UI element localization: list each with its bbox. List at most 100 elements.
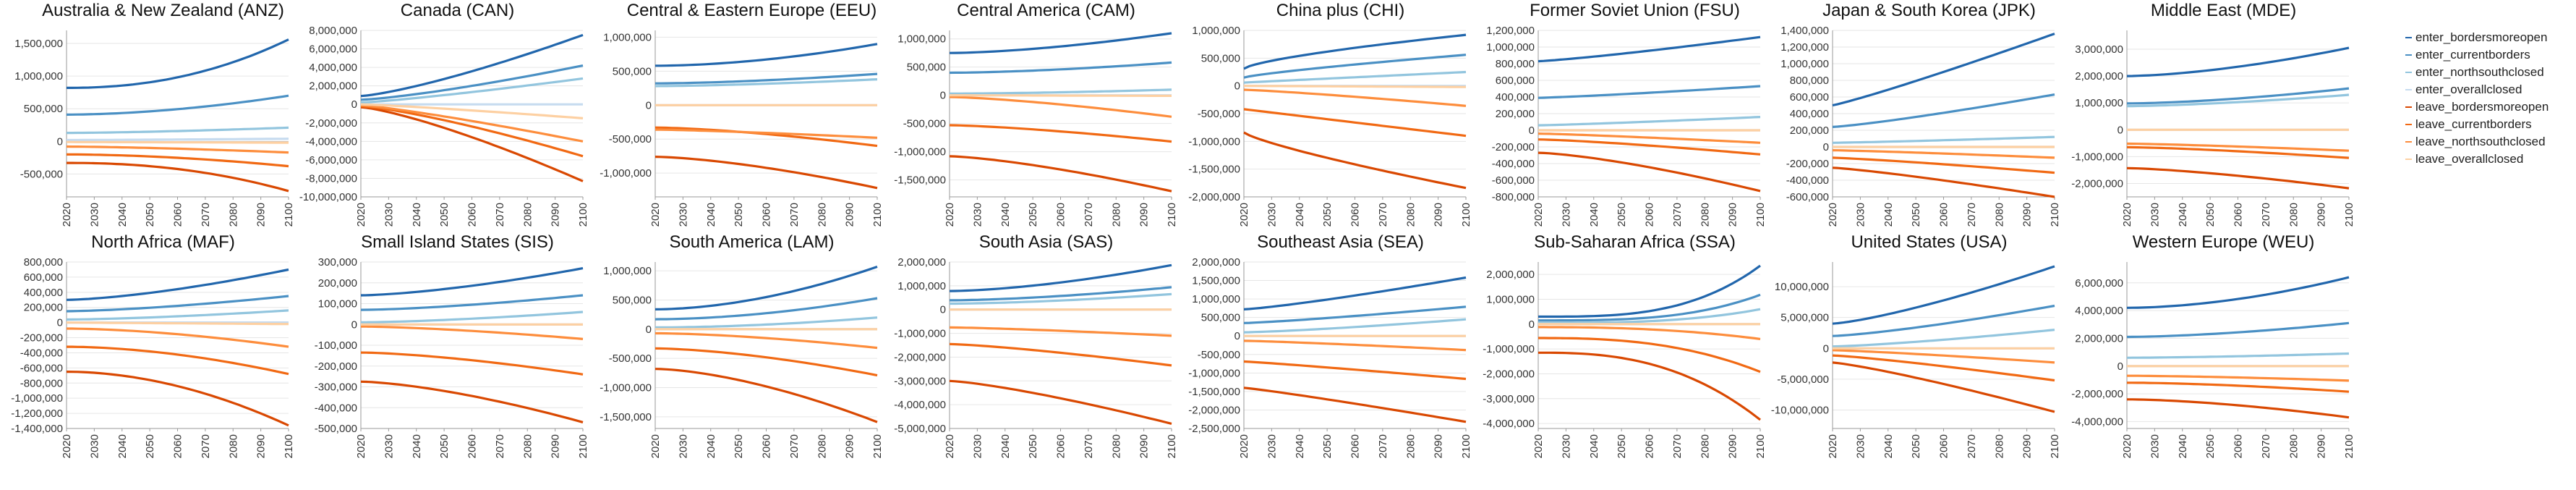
panel-title: Former Soviet Union (FSU) [1530,1,1740,20]
y-tick-label: 0 [1529,124,1535,137]
x-tick-label: 2040 [999,203,1012,227]
y-tick-label: 6,000,000 [2075,277,2123,290]
x-tick-label: 2080 [1993,203,2005,227]
y-tick-label: 4,000,000 [2075,305,2123,317]
y-tick-label: -6,000,000 [305,154,357,166]
x-tick-label: 2040 [705,434,717,458]
y-tick-label: 2,000,000 [1192,256,1240,269]
x-tick-label: 2050 [1027,203,1039,227]
series-leave_currentborders [1243,360,1467,381]
x-tick-label: 2050 [438,434,451,458]
series-enter_northsouthclosed [654,78,878,88]
y-tick-label: -2,000,000 [2071,177,2123,190]
y-tick-label: -1,500,000 [894,174,946,187]
x-tick-label: 2070 [1083,434,1095,458]
series-leave_northsouthclosed [360,104,584,143]
series-enter_currentborders [2126,87,2350,105]
legend-label: enter_overallclosed [2415,83,2522,96]
x-tick-label: 2030 [971,203,984,227]
series-enter_currentborders [66,94,289,116]
y-tick-label: -2,000,000 [894,351,946,363]
y-tick-label: -500,000 [315,423,357,435]
series-enter_northsouthclosed [950,88,1172,95]
y-tick-label: -200,000 [1786,158,1829,170]
series-enter_bordersmoreopen [67,38,289,90]
series-enter_northsouthclosed [360,311,584,324]
x-tick-label: 2080 [816,203,828,227]
y-tick-label: 100,000 [318,298,357,311]
x-tick-label: 2100 [1754,434,1767,458]
x-tick-label: 2080 [2287,203,2300,227]
panel-title: Central & Eastern Europe (EEU) [627,1,877,20]
x-tick-label: 2020 [1827,203,1839,227]
y-tick-label: 0 [1529,318,1535,331]
series-leave_northsouthclosed [949,96,1172,118]
y-tick-label: 1,000,000 [14,70,63,83]
x-tick-label: 2040 [705,203,717,227]
x-tick-label: 2060 [1938,434,1950,458]
x-tick-label: 2080 [227,434,239,458]
x-tick-label: 2030 [1854,434,1867,458]
y-tick-label: 1,000,000 [1192,25,1240,37]
y-tick-label: 600,000 [1496,75,1535,87]
y-tick-label: -400,000 [20,347,63,359]
y-tick-label: -300,000 [315,381,357,394]
x-tick-label: 2080 [1699,434,1711,458]
x-tick-label: 2100 [871,203,884,227]
y-tick-label: -200,000 [1492,141,1535,153]
x-tick-label: 2070 [1083,203,1095,227]
y-tick-label: -200,000 [20,332,63,345]
series-enter_northsouthclosed [2126,352,2350,359]
y-tick-label: 0 [2117,124,2123,136]
series-leave_bordersmoreopen [1832,166,2055,198]
panel-title: Southeast Asia (SEA) [1257,232,1424,252]
series-enter_currentborders [1538,85,1761,99]
y-tick-label: -3,000,000 [1483,393,1535,405]
series-enter_northsouthclosed [360,77,584,104]
x-tick-label: 2020 [355,434,367,458]
y-tick-label: -4,000,000 [2071,415,2123,428]
x-tick-label: 2050 [1616,203,1628,227]
y-tick-label: -1,400,000 [11,423,63,435]
series-leave_bordersmoreopen [654,156,878,190]
panel-title: North Africa (MAF) [91,232,235,252]
series-leave_northsouthclosed [655,331,878,350]
y-tick-label: 1,400,000 [1780,25,1829,37]
panel-title: Japan & South Korea (JPK) [1822,1,2036,20]
series-leave_currentborders [2126,145,2350,159]
series-enter_bordersmoreopen [1832,33,2055,107]
series-enter_northsouthclosed [2127,93,2350,108]
panel-title: Middle East (MDE) [2151,1,2296,20]
x-tick-label: 2100 [283,203,295,227]
legend-swatch [2405,89,2412,90]
y-tick-label: 4,000,000 [309,62,357,74]
x-tick-label: 2050 [1616,434,1628,458]
legend-item: enter_overallclosed [2405,81,2572,98]
x-tick-label: 2040 [1294,203,1306,227]
series-leave_northsouthclosed [1538,326,1761,340]
x-tick-label: 2100 [283,434,295,458]
x-tick-label: 2020 [1238,203,1250,227]
series-enter_northsouthclosed [67,126,289,135]
x-tick-label: 2080 [1404,434,1417,458]
panel-title: United States (USA) [1851,232,2007,252]
series-enter_northsouthclosed [1538,116,1761,127]
y-tick-label: -3,000,000 [894,375,946,387]
x-tick-label: 2080 [1699,203,1711,227]
panel-title: Central America (CAM) [957,1,1135,20]
series-enter_overallclosed [67,138,289,142]
series-enter_bordersmoreopen [949,32,1172,54]
series-enter_currentborders [1243,305,1467,324]
series-leave_bordersmoreopen [949,379,1172,425]
y-tick-label: -500,000 [1198,108,1240,120]
y-tick-label: -8,000,000 [305,172,357,185]
legend-item: leave_bordersmoreopen [2405,98,2572,116]
x-tick-label: 2020 [2121,434,2133,458]
legend-item: enter_bordersmoreopen [2405,29,2572,46]
y-tick-label: 500,000 [613,294,652,306]
x-tick-label: 2040 [116,434,129,458]
y-tick-label: 1,000,000 [1486,293,1535,305]
x-tick-label: 2030 [1854,203,1867,227]
y-tick-label: -1,000,000 [11,392,63,405]
series-enter_currentborders [1243,54,1467,79]
